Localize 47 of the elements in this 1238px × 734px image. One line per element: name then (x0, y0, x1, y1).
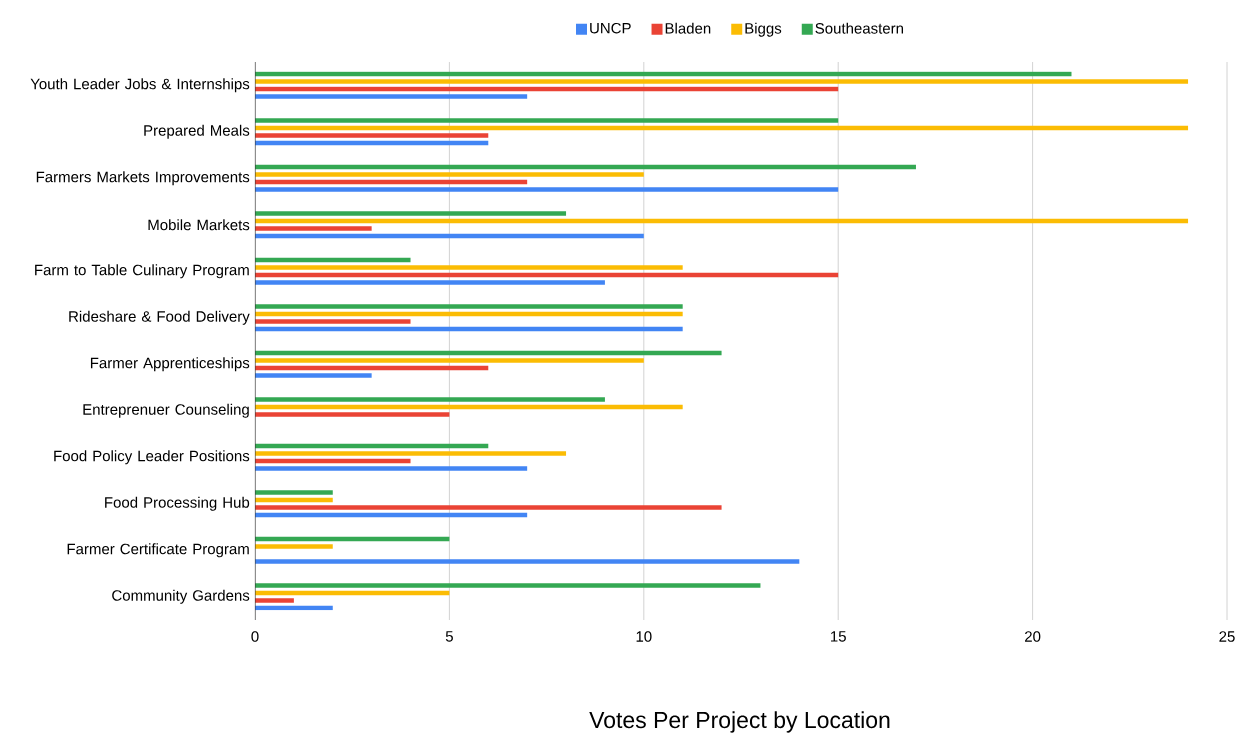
bar (255, 505, 722, 510)
bar (255, 397, 605, 402)
bar (255, 544, 333, 549)
bar (255, 304, 683, 309)
y-tick-label: Prepared Meals (144, 124, 250, 139)
y-tick-label: Farmer Apprenticeships (90, 357, 250, 372)
legend-label: Biggs (745, 22, 782, 37)
bar (255, 466, 528, 471)
bar (255, 187, 839, 192)
y-tick-label: Farmers Markets Improvements (36, 171, 250, 186)
text: Votes Per Project by Location (589, 711, 890, 733)
bar (255, 598, 294, 603)
bar (255, 94, 528, 99)
y-tick-label: Youth Leader Jobs & Internships (30, 78, 250, 93)
x-tick-label: 25 (1219, 631, 1235, 642)
y-tick-label: Entreprenuer Counseling (83, 403, 249, 418)
bar (255, 118, 839, 123)
bar (255, 583, 761, 588)
bar (255, 358, 644, 363)
y-tick-label: Food Policy Leader Positions (54, 450, 250, 465)
bar (255, 490, 333, 495)
bar (255, 451, 567, 456)
legend-label: Southeastern (815, 22, 904, 34)
bar (255, 133, 489, 138)
y-tick-label: Farm to Table Culinary Program (35, 264, 249, 279)
bar (255, 265, 683, 270)
bar (255, 559, 800, 564)
y-tick-label: Farmer Certificate Program (67, 543, 249, 558)
y-tick-label: Community Gardens (112, 589, 250, 604)
x-tick-label: 15 (831, 631, 846, 642)
bar (255, 280, 605, 285)
bar (255, 373, 372, 378)
x-tick-label: 10 (636, 631, 652, 642)
bar (255, 319, 411, 324)
x-tick-label: 5 (445, 631, 453, 642)
y-tick-label: Mobile Markets (148, 219, 250, 231)
bar (255, 412, 450, 417)
y-tick-label: Rideshare & Food Delivery (69, 310, 250, 325)
bar (255, 226, 372, 231)
x-tick-label: 0 (251, 631, 259, 642)
legend-label: Bladen (665, 22, 711, 34)
y-tick-label: Food Processing Hub (105, 496, 250, 511)
bar (255, 211, 567, 216)
x-tick-label: 20 (1025, 631, 1041, 642)
legend-label: UNCP (590, 22, 631, 34)
bar (255, 79, 1189, 84)
bar (255, 172, 644, 177)
